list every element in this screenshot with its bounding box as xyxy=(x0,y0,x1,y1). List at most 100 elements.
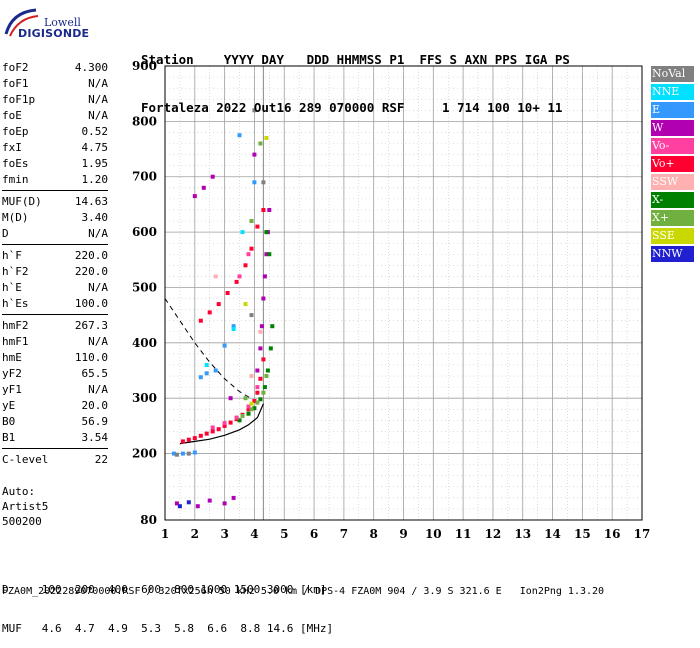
echo-point xyxy=(222,421,227,426)
echo-point xyxy=(243,302,248,307)
echo-point xyxy=(267,252,272,257)
echo-point xyxy=(255,400,260,405)
param-value: 3.54 xyxy=(81,431,109,444)
x-tick-label: 10 xyxy=(425,527,442,541)
param-name: D xyxy=(2,227,9,240)
param-divider xyxy=(2,190,108,191)
echo-point xyxy=(204,363,209,367)
parameter-table: foF2 4.300 foF1 N/A foF1p N/A foE N/A foEp 0.52 fx… xyxy=(2,60,108,468)
param-name: h`E xyxy=(2,281,22,294)
echo-point xyxy=(264,252,269,257)
x-tick-label: 13 xyxy=(514,527,531,541)
echo-point xyxy=(259,324,264,329)
x-tick-label: 14 xyxy=(544,527,561,541)
param-name: yF1 xyxy=(2,383,22,396)
echo-point xyxy=(213,274,218,279)
legend-item-w: W xyxy=(651,120,694,136)
profile-solid-line xyxy=(179,403,264,445)
param-value: 1.95 xyxy=(81,157,109,170)
echo-point xyxy=(240,230,245,235)
param-row: MUF(D) 14.63 xyxy=(2,194,108,210)
legend-item-sse: SSE xyxy=(651,228,694,244)
echo-point xyxy=(262,385,267,390)
param-name: foE xyxy=(2,109,22,122)
echo-point xyxy=(246,252,251,257)
file-info: FZA0M_2022289070000.RSF / 320fx256h 50 k… xyxy=(2,586,605,597)
param-value: N/A xyxy=(88,281,108,294)
param-value: 20.0 xyxy=(81,399,109,412)
param-value: N/A xyxy=(88,109,108,122)
param-row: B0 56.9 xyxy=(2,414,108,430)
echo-point xyxy=(252,406,257,411)
x-tick-label: 4 xyxy=(250,527,258,541)
param-row: D N/A xyxy=(2,226,108,242)
echo-point xyxy=(268,346,273,351)
param-value: N/A xyxy=(88,335,108,348)
param-row: yE 20.0 xyxy=(2,398,108,414)
series-nnw xyxy=(177,500,191,509)
param-value: N/A xyxy=(88,383,108,396)
echo-point xyxy=(204,371,209,376)
echo-point xyxy=(186,451,191,456)
param-value: 4.300 xyxy=(74,61,108,74)
echo-point xyxy=(201,185,206,190)
echo-point xyxy=(255,368,260,373)
echo-point xyxy=(258,376,263,381)
echo-point xyxy=(270,324,275,329)
legend-item-vo: Vo+ xyxy=(651,156,694,172)
param-name: hmF1 xyxy=(2,335,29,348)
param-name: MUF(D) xyxy=(2,195,42,208)
echo-point xyxy=(213,368,218,373)
param-name: h`Es xyxy=(2,297,29,310)
series-e xyxy=(171,133,257,456)
param-row: h`E N/A xyxy=(2,280,108,296)
echo-point xyxy=(252,180,257,185)
x-tick-label: 15 xyxy=(574,527,591,541)
echo-point xyxy=(216,427,221,432)
legend-item-vo: Vo- xyxy=(651,138,694,154)
param-value: 220.0 xyxy=(74,265,108,278)
param-divider xyxy=(2,448,108,449)
param-name: foF1p xyxy=(2,93,36,106)
legend-item-nne: NNE xyxy=(651,84,694,100)
profile-curves xyxy=(164,298,264,445)
legend-item-noval: NoVal xyxy=(651,66,694,82)
echo-point xyxy=(207,310,212,315)
param-row: yF1 N/A xyxy=(2,382,108,398)
param-row: foEp 0.52 xyxy=(2,124,108,140)
echo-point xyxy=(222,343,227,348)
echo-point xyxy=(237,133,242,138)
param-value: 1.20 xyxy=(81,173,109,186)
muf-row: MUF 4.6 4.7 4.9 5.3 5.8 6.6 8.8 14.6 [MH… xyxy=(2,622,334,635)
series-nne xyxy=(204,230,245,367)
axes: 1 2 3 4 5 6 7 8 9 10 11 12 13 14 15 16 17802003004005006… xyxy=(132,59,650,541)
x-tick-label: 5 xyxy=(280,527,288,541)
y-tick-label: 200 xyxy=(132,447,157,461)
auto-version: 500200 xyxy=(2,515,42,528)
echo-point xyxy=(204,431,209,436)
x-tick-label: 3 xyxy=(220,527,228,541)
logo-lowell: Lowell xyxy=(44,16,81,29)
param-name: B1 xyxy=(2,431,16,444)
x-tick-label: 1 xyxy=(161,527,169,541)
param-row: foEs 1.95 xyxy=(2,156,108,172)
echo-point xyxy=(195,504,200,509)
grid xyxy=(164,65,643,521)
echo-point xyxy=(222,501,227,506)
echo-point xyxy=(234,415,239,420)
param-name: foEs xyxy=(2,157,29,170)
echo-point xyxy=(249,313,254,318)
y-tick-label: 400 xyxy=(132,336,157,350)
param-name: B0 xyxy=(2,415,16,428)
echo-point xyxy=(231,495,236,500)
param-value: N/A xyxy=(88,93,108,106)
x-tick-label: 2 xyxy=(191,527,199,541)
param-name: h`F xyxy=(2,249,22,262)
series-x xyxy=(240,141,269,418)
echo-point xyxy=(258,329,263,334)
echo-point xyxy=(237,418,242,423)
echo-point xyxy=(249,246,254,251)
autoscaling-info: Auto: Artist5 500200 xyxy=(2,484,48,529)
x-tick-label: 8 xyxy=(370,527,378,541)
ionogram-chart: 1 2 3 4 5 6 7 8 9 10 11 12 13 14 15 16 17802003004005006… xyxy=(132,59,650,541)
